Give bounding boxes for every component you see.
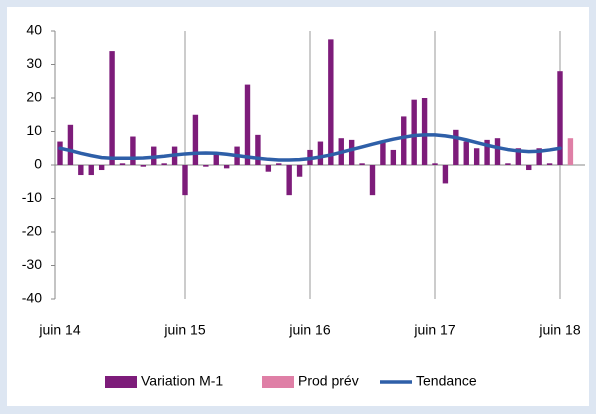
y-tick-label: 40 bbox=[26, 22, 42, 38]
bar bbox=[265, 165, 272, 172]
bar bbox=[213, 153, 219, 165]
bar bbox=[244, 84, 251, 165]
bar bbox=[505, 163, 511, 165]
bar bbox=[161, 163, 167, 165]
bar bbox=[296, 165, 303, 177]
y-tick-label: -10 bbox=[22, 189, 42, 205]
bar bbox=[411, 99, 417, 165]
bar bbox=[453, 129, 459, 165]
y-tick-label: -30 bbox=[22, 256, 42, 272]
x-tick-label: juin 16 bbox=[288, 322, 330, 338]
bar bbox=[109, 51, 115, 165]
chart-area bbox=[7, 7, 589, 406]
y-tick-label: 30 bbox=[26, 55, 42, 71]
bar bbox=[526, 165, 532, 171]
bar bbox=[119, 163, 126, 165]
bar bbox=[473, 148, 480, 165]
y-tick-label: -40 bbox=[22, 290, 42, 306]
bar bbox=[317, 141, 324, 165]
bar bbox=[484, 139, 490, 165]
bar bbox=[88, 165, 94, 176]
trend-line bbox=[58, 133, 562, 162]
bar bbox=[98, 165, 105, 171]
bar bbox=[380, 141, 386, 165]
bar bbox=[494, 138, 501, 165]
bar bbox=[78, 165, 84, 176]
bar bbox=[192, 114, 199, 165]
y-tick-label: -20 bbox=[22, 223, 42, 239]
x-tick-label: juin 17 bbox=[413, 322, 455, 338]
y-tick-label: 20 bbox=[26, 89, 42, 105]
bar bbox=[328, 39, 334, 165]
bar bbox=[348, 139, 355, 165]
bar bbox=[140, 165, 147, 167]
bar bbox=[369, 165, 376, 196]
legend-swatch bbox=[105, 376, 137, 388]
bar bbox=[223, 165, 230, 169]
bar bbox=[182, 165, 188, 196]
bar bbox=[390, 149, 397, 165]
legend-label: Prod prév bbox=[298, 373, 359, 389]
y-tick-label: 10 bbox=[26, 122, 42, 138]
bar bbox=[401, 116, 407, 165]
bar bbox=[203, 165, 209, 167]
bar bbox=[359, 163, 365, 165]
bar bbox=[463, 141, 469, 165]
bar bbox=[546, 163, 553, 165]
bar bbox=[67, 124, 74, 165]
bar bbox=[286, 165, 292, 196]
x-tick-label: juin 18 bbox=[538, 322, 580, 338]
bar bbox=[557, 71, 563, 165]
legend-swatch bbox=[262, 376, 294, 388]
bar bbox=[536, 148, 542, 165]
bar bbox=[432, 163, 438, 165]
y-tick-label: 0 bbox=[34, 156, 42, 172]
x-tick-label: juin 15 bbox=[163, 322, 205, 338]
bar bbox=[515, 148, 522, 165]
bar bbox=[442, 165, 449, 184]
bar bbox=[276, 163, 282, 165]
x-tick-label: juin 14 bbox=[38, 322, 80, 338]
legend-label: Variation M-1 bbox=[141, 373, 223, 389]
bar bbox=[567, 138, 574, 165]
bar bbox=[57, 141, 63, 165]
bar bbox=[255, 134, 261, 165]
bar bbox=[130, 136, 136, 165]
bar bbox=[421, 98, 428, 165]
legend-label: Tendance bbox=[416, 373, 477, 389]
